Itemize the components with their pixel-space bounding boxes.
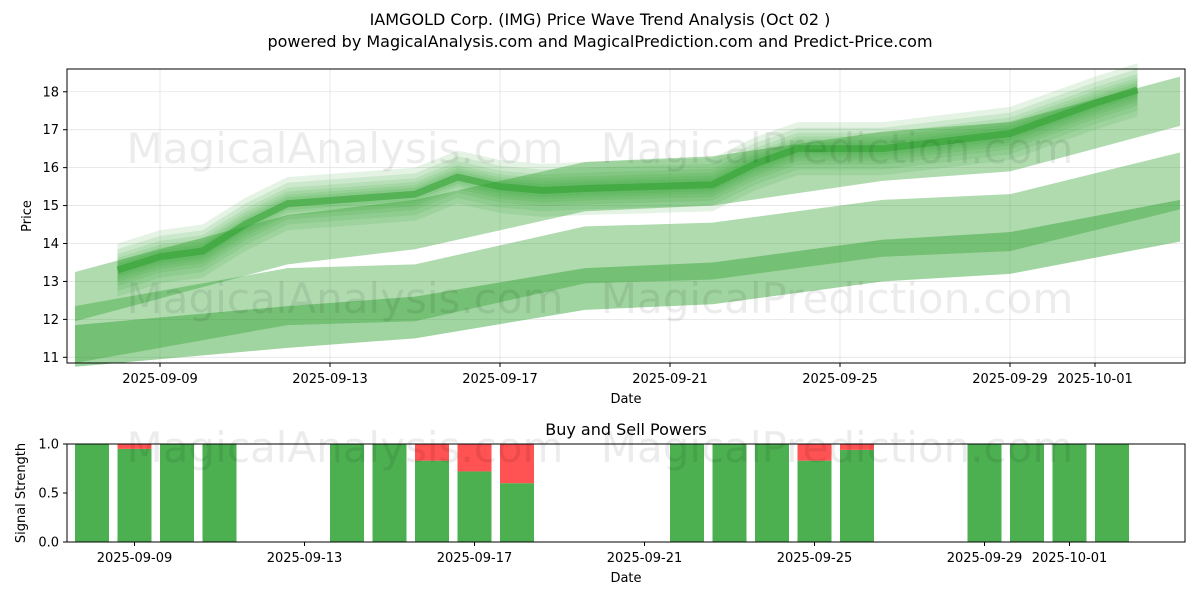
buy-bar: [117, 448, 152, 542]
signal-x-label: Date: [610, 571, 641, 586]
watermark-prediction-2: MagicalPrediction.com: [601, 274, 1074, 323]
signal-x-tick-label: 2025-09-29: [947, 551, 1023, 566]
signal-y-label: Signal Strength: [14, 443, 29, 543]
signal-y-tick-label: 0.0: [38, 536, 59, 551]
buy-bar: [670, 444, 704, 542]
buy-bar: [202, 444, 237, 542]
signal-x-tick-label: 2025-09-17: [437, 551, 513, 566]
chart-subtitle: powered by MagicalAnalysis.com and Magic…: [267, 32, 932, 51]
signal-x-ticks: 2025-09-09 2025-09-13 2025-09-17 2025-09-21…: [97, 542, 1108, 566]
buy-bar: [500, 483, 534, 542]
buy-bar: [967, 444, 1002, 542]
watermark-analysis-3: MagicalAnalysis.com: [127, 423, 564, 472]
buy-bar: [457, 471, 492, 542]
buy-bar: [330, 444, 364, 542]
price-grid: [67, 69, 1185, 363]
price-wave-layer: [117, 77, 1138, 283]
buy-bar: [840, 449, 874, 542]
signal-chart: Buy and Sell Powers MagicalAnalysis.com …: [14, 420, 1186, 586]
trend-band-middle-wave: [75, 152, 1180, 363]
price-x-tick-label: 2025-09-13: [292, 372, 368, 387]
buy-bar: [797, 460, 832, 542]
price-y-tick-label: 16: [42, 161, 59, 176]
buy-bar: [160, 444, 194, 542]
watermark-analysis-2: MagicalAnalysis.com: [127, 274, 564, 323]
sell-bar: [117, 444, 152, 449]
trend-band-lower-wave: [75, 199, 1180, 367]
buy-bar: [1010, 444, 1044, 542]
price-watermarks: MagicalAnalysis.com MagicalPrediction.co…: [127, 124, 1074, 323]
sell-bar: [500, 444, 534, 484]
signal-chart-title: Buy and Sell Powers: [545, 420, 707, 439]
price-x-tick-label: 2025-10-01: [1057, 372, 1133, 387]
signal-watermarks: MagicalAnalysis.com MagicalPrediction.co…: [127, 423, 1074, 472]
signal-y-tick-label: 0.5: [38, 487, 59, 502]
price-y-tick-label: 18: [42, 85, 59, 100]
chart-title: IAMGOLD Corp. (IMG) Price Wave Trend Ana…: [370, 10, 831, 29]
price-wave-line: [116, 86, 1139, 274]
watermark-prediction-3: MagicalPrediction.com: [601, 423, 1074, 472]
watermark-prediction: MagicalPrediction.com: [601, 124, 1074, 173]
price-x-label: Date: [610, 392, 641, 407]
price-y-tick-label: 14: [42, 237, 59, 252]
price-x-tick-label: 2025-09-29: [972, 372, 1048, 387]
sell-bar: [840, 444, 874, 450]
buy-bar: [75, 444, 109, 542]
signal-y-ticks: 0.0 0.5 1.0: [38, 438, 67, 551]
signal-x-tick-label: 2025-09-21: [607, 551, 683, 566]
price-axes-frame: [66, 68, 1186, 364]
signal-x-tick-label: 2025-10-01: [1032, 551, 1108, 566]
signal-x-tick-label: 2025-09-13: [267, 551, 343, 566]
buy-bar: [372, 444, 407, 542]
signal-y-tick-label: 1.0: [38, 438, 59, 453]
price-y-ticks: 11 12 13 14 15 16 17 18: [42, 85, 67, 366]
buy-bar: [415, 460, 449, 542]
sell-bar: [797, 444, 832, 461]
price-wave-layer: [117, 80, 1138, 280]
price-wave: [116, 63, 1139, 297]
price-wave-layer: [117, 73, 1138, 286]
price-y-tick-label: 15: [42, 199, 59, 214]
price-y-tick-label: 11: [42, 351, 59, 366]
signal-bars: [75, 444, 1129, 542]
buy-bar: [1052, 444, 1087, 542]
trend-band-upper-wave: [75, 76, 1180, 322]
sell-bar: [415, 444, 449, 461]
price-y-tick-label: 13: [42, 275, 59, 290]
price-chart: MagicalAnalysis.com MagicalPrediction.co…: [20, 63, 1186, 407]
signal-x-tick-label: 2025-09-09: [97, 551, 173, 566]
price-x-tick-label: 2025-09-09: [122, 372, 198, 387]
watermark-analysis: MagicalAnalysis.com: [127, 124, 564, 173]
buy-bar: [755, 444, 789, 542]
buy-bar: [712, 444, 747, 542]
price-x-ticks: 2025-09-09 2025-09-13 2025-09-17 2025-09-21…: [122, 363, 1133, 387]
price-wave-layer: [117, 63, 1138, 297]
buy-bar: [1095, 444, 1129, 542]
price-y-label: Price: [20, 200, 35, 232]
price-wave-layer: [117, 69, 1138, 291]
price-x-tick-label: 2025-09-21: [632, 372, 708, 387]
signal-x-tick-label: 2025-09-25: [777, 551, 853, 566]
price-x-tick-label: 2025-09-25: [802, 372, 878, 387]
price-y-tick-label: 12: [42, 313, 59, 328]
trend-bands: [75, 76, 1180, 367]
price-y-tick-label: 17: [42, 123, 59, 138]
sell-bar: [457, 444, 492, 472]
price-x-tick-label: 2025-09-17: [462, 372, 538, 387]
